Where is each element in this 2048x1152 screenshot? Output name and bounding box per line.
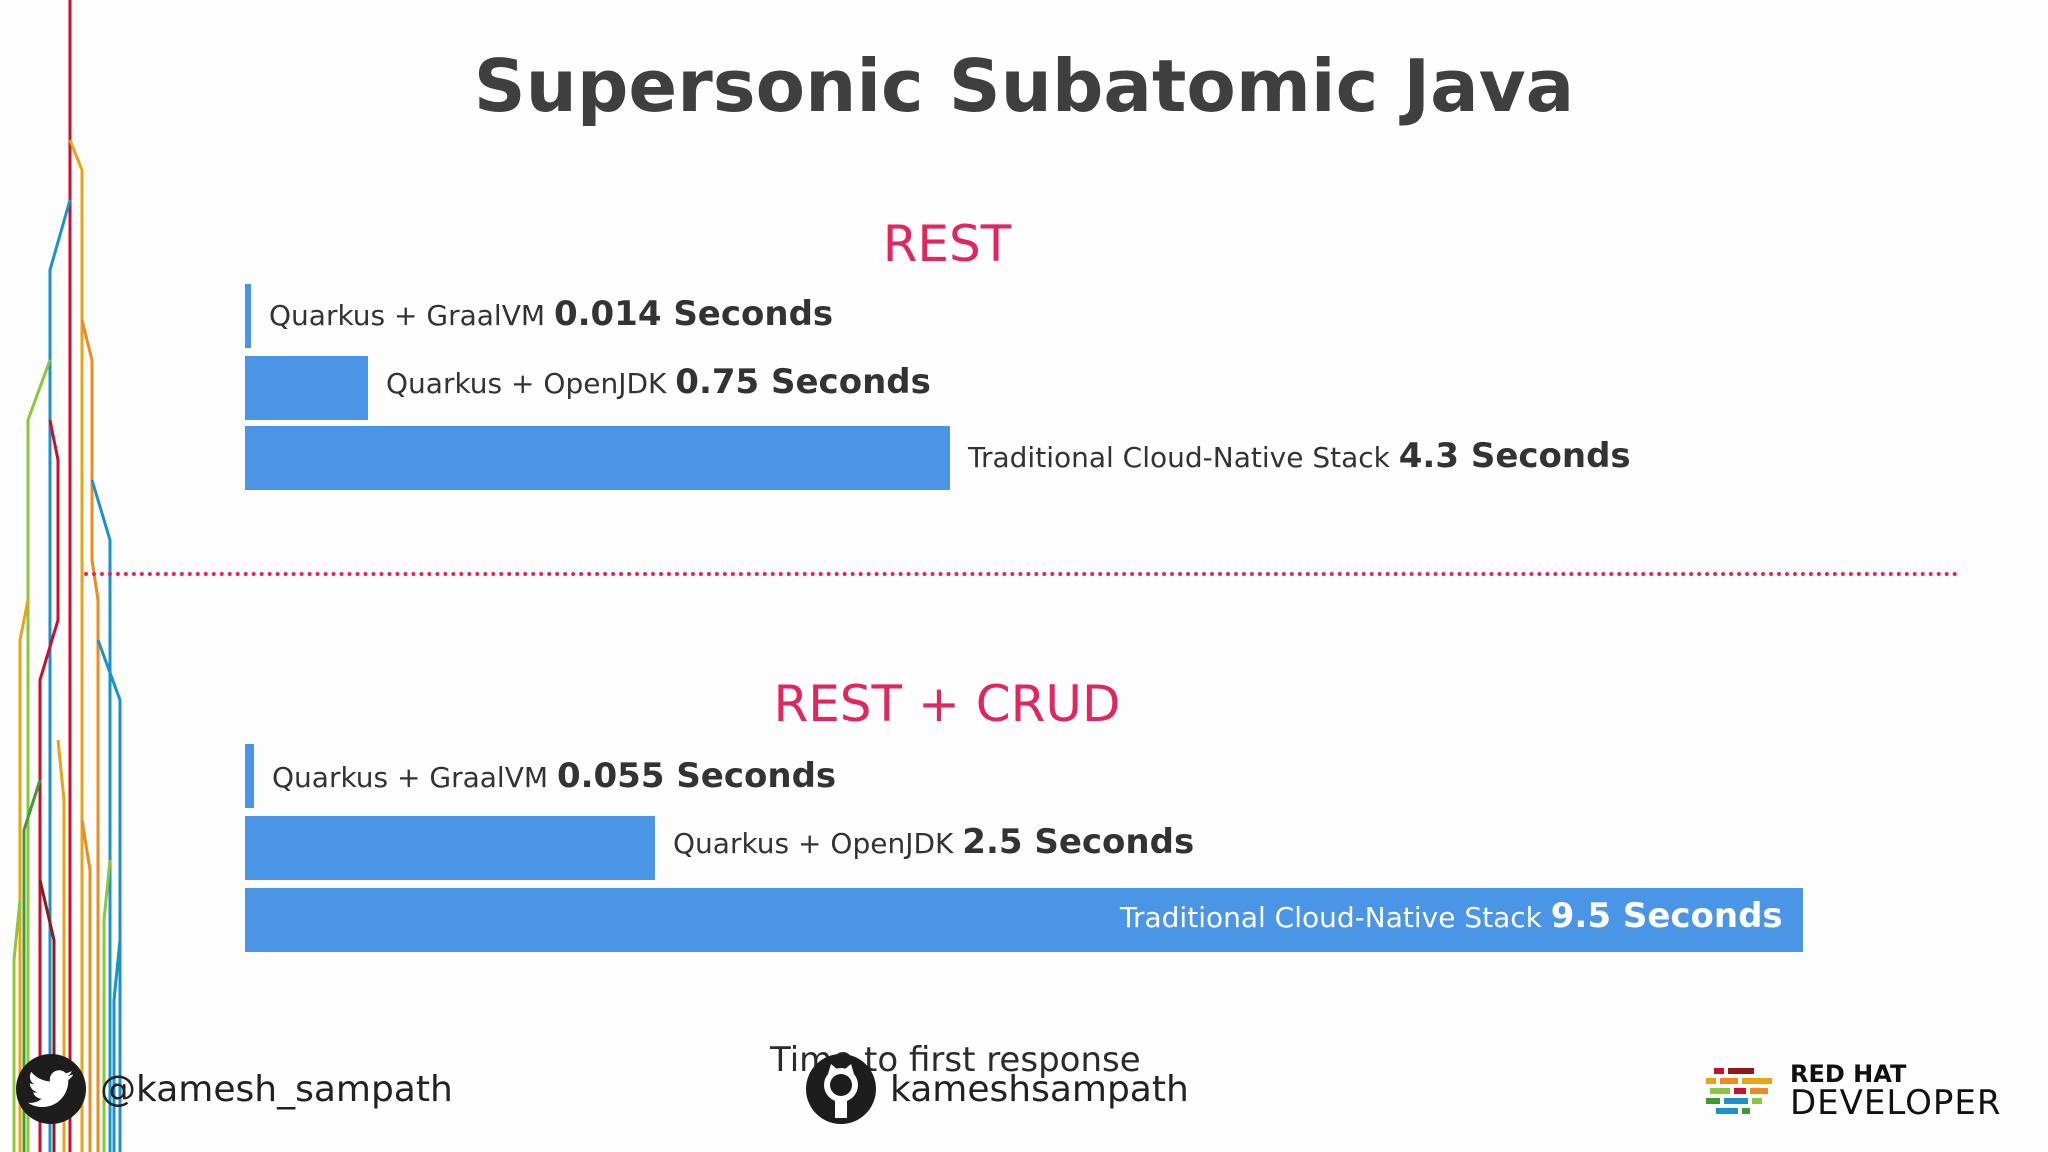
chart-2-label-2: Quarkus + OpenJDK 2.5 Seconds	[673, 822, 1194, 862]
chart-1-bar-1	[245, 284, 251, 348]
chart-2-bar-3	[245, 888, 1803, 952]
twitter-handle: @kamesh_sampath	[100, 1068, 453, 1110]
chart-2-label-3-name: Traditional Cloud-Native Stack	[1120, 901, 1542, 934]
chart-1-label-1-value: 0.014 Seconds	[553, 294, 834, 334]
chart-1-bar-2	[245, 356, 368, 420]
red-hat-developer-mark-icon	[1706, 1068, 1772, 1114]
chart-1-label-2-name: Quarkus + OpenJDK	[386, 367, 667, 400]
chart-1-label-3-name: Traditional Cloud-Native Stack	[968, 441, 1390, 474]
chart-1-title: REST	[882, 215, 1012, 273]
chart-2-label-1-value: 0.055 Seconds	[556, 756, 837, 796]
chart-1-label-3-value: 4.3 Seconds	[1398, 436, 1631, 476]
chart-1-label-1-name: Quarkus + GraalVM	[269, 299, 546, 332]
decorative-lines	[12, 0, 122, 1152]
chart-2-bar-1	[245, 744, 254, 808]
chart-2-label-1: Quarkus + GraalVM 0.055 Seconds	[272, 756, 836, 796]
chart-1-label-3: Traditional Cloud-Native Stack 4.3 Secon…	[968, 436, 1631, 476]
chart-1-bar-3	[245, 426, 950, 490]
github-icon	[806, 1054, 876, 1124]
twitter-icon	[16, 1054, 86, 1124]
chart-2-title: REST + CRUD	[773, 675, 1121, 733]
chart-2-label-1-name: Quarkus + GraalVM	[272, 761, 549, 794]
slide-title: Supersonic Subatomic Java	[473, 44, 1575, 128]
github-username: kameshsampath	[890, 1068, 1189, 1110]
chart-1-label-1: Quarkus + GraalVM 0.014 Seconds	[269, 294, 833, 334]
chart-2-label-3-value: 9.5 Seconds	[1550, 896, 1783, 936]
brand-line-2: DEVELOPER	[1790, 1083, 2002, 1123]
chart-1-label-2-value: 0.75 Seconds	[675, 362, 931, 402]
red-hat-developer-logo: RED HAT DEVELOPER	[1706, 1062, 2002, 1120]
chart-1-label-2: Quarkus + OpenJDK 0.75 Seconds	[386, 362, 931, 402]
chart-2-bar-2	[245, 816, 655, 880]
brand-line-1: RED HAT	[1790, 1060, 1907, 1088]
github-link[interactable]: kameshsampath	[806, 1054, 1189, 1124]
chart-2-label-2-value: 2.5 Seconds	[962, 822, 1195, 862]
chart-2-label-2-name: Quarkus + OpenJDK	[673, 827, 954, 860]
twitter-link[interactable]: @kamesh_sampath	[16, 1054, 453, 1124]
chart-2-label-3: Traditional Cloud-Native Stack 9.5 Secon…	[1120, 896, 1783, 936]
section-divider	[84, 572, 1959, 576]
